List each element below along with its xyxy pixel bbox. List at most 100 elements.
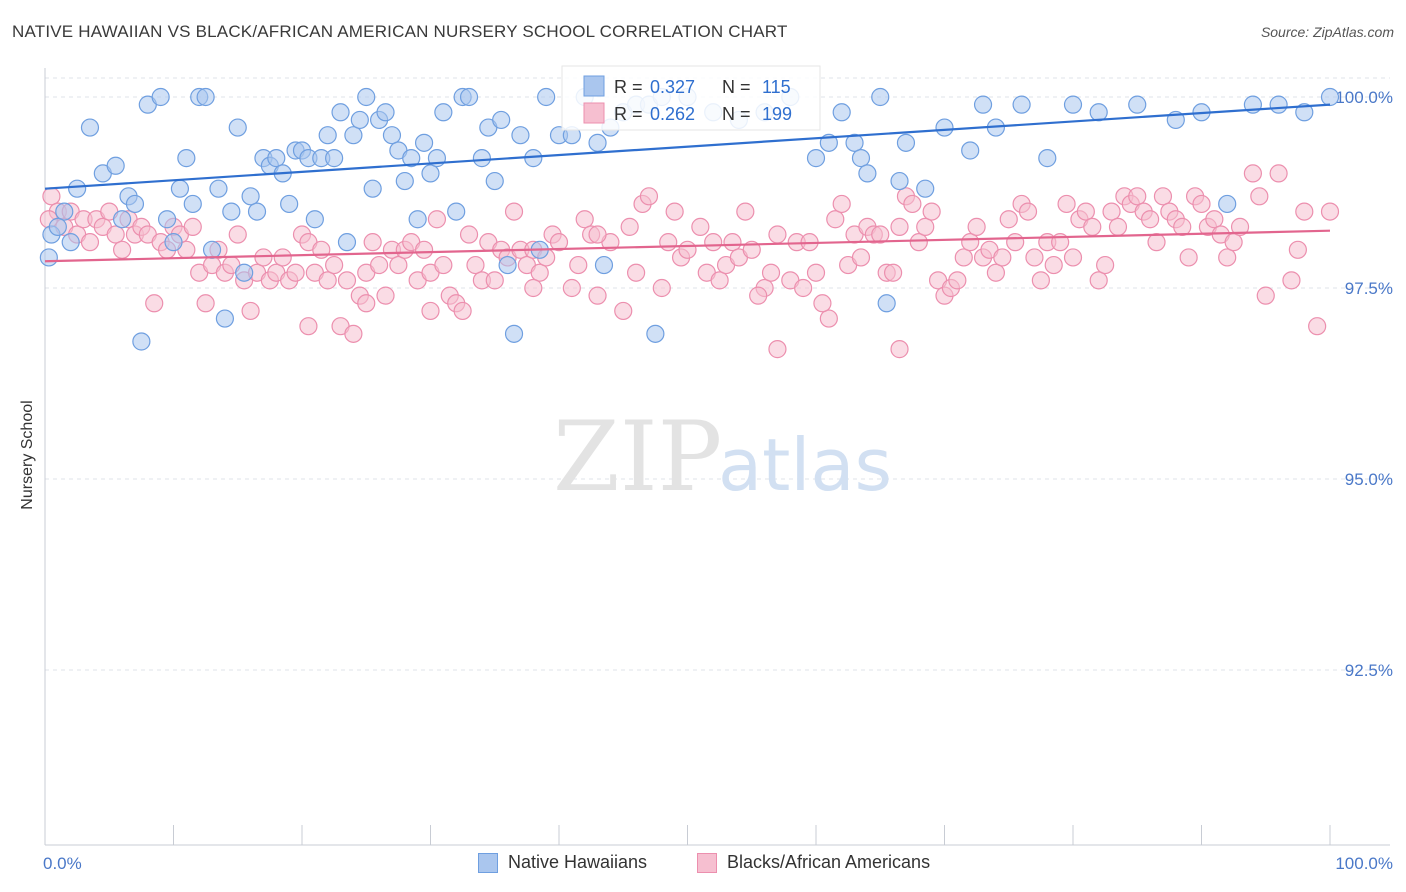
data-point-native-hawaiians [1038,149,1057,168]
watermark: ZIP atlas [553,401,892,513]
data-point-blacks-african-americans [1295,202,1314,221]
bottom-legend: Native Hawaiians Blacks/African American… [0,852,1406,878]
data-point-blacks-african-americans [890,217,909,236]
data-point-blacks-african-americans [389,255,408,275]
data-point-blacks-african-americans [1256,286,1275,305]
data-point-blacks-african-americans [562,278,581,298]
data-point-blacks-african-americans [691,217,710,236]
data-point-native-hawaiians [209,179,228,198]
data-point-blacks-african-americans [196,294,215,313]
data-point-native-hawaiians [871,87,890,107]
data-point-blacks-african-americans [1140,210,1160,229]
data-point-blacks-african-americans [325,255,344,275]
data-point-blacks-african-americans [588,286,607,305]
data-point-native-hawaiians [215,309,234,328]
data-point-native-hawaiians [80,118,100,137]
data-point-blacks-african-americans [466,255,485,275]
data-point-blacks-african-americans [1076,202,1095,221]
data-point-blacks-african-americans [1089,271,1108,290]
data-point-blacks-african-americans [1205,210,1224,229]
trend-line-blacks-african-americans [44,229,1331,263]
data-point-blacks-african-americans [588,225,607,244]
data-point-native-hawaiians [588,133,607,152]
data-point-native-hawaiians [151,87,170,107]
data-point-blacks-african-americans [813,294,832,313]
legend-label-blacks-african-americans: Blacks/African Americans [727,852,931,872]
data-point-native-hawaiians [39,248,58,267]
data-point-native-hawaiians [1218,194,1237,214]
stats-n-label-pink: N = [722,104,751,124]
data-point-native-hawaiians [402,149,421,168]
data-point-blacks-african-americans [1063,248,1083,267]
data-point-native-hawaiians [459,87,479,107]
data-point-native-hawaiians [832,103,851,122]
data-point-native-hawaiians [594,255,614,275]
data-point-blacks-african-americans [318,271,337,290]
data-point-blacks-african-americans [954,248,973,267]
data-point-blacks-african-americans [665,202,684,221]
chart-source: Source: ZipAtlas.com [1260,24,1394,40]
data-point-native-hawaiians [414,133,434,152]
data-point-native-hawaiians [421,164,440,183]
data-point-native-hawaiians [472,149,491,168]
data-point-blacks-african-americans [376,286,395,305]
data-point-blacks-african-americans [639,187,659,206]
data-point-blacks-african-americans [1288,240,1307,259]
data-point-blacks-african-americans [871,225,890,244]
data-point-native-hawaiians [498,255,517,275]
data-point-native-hawaiians [280,194,299,214]
data-point-blacks-african-americans [1282,271,1301,290]
data-point-native-hawaiians [434,103,453,122]
data-point-blacks-african-americans [1308,317,1327,336]
data-point-native-hawaiians [492,110,511,130]
data-point-native-hawaiians [344,126,363,145]
series-native-hawaiians [39,87,1340,351]
data-point-native-hawaiians [170,179,190,198]
data-point-blacks-african-americans [1218,248,1237,267]
stats-legend-box [561,65,821,131]
data-point-blacks-african-americans [1128,187,1147,206]
data-point-blacks-african-americans [549,233,569,252]
data-point-blacks-african-americans [504,202,524,221]
data-point-blacks-african-americans [370,255,389,275]
data-point-native-hawaiians [1089,103,1108,122]
data-point-blacks-african-americans [1102,202,1121,221]
data-point-blacks-african-americans [1044,255,1063,275]
stats-n-value-blue: 115 [762,77,791,97]
data-point-native-hawaiians [877,294,896,313]
data-point-blacks-african-americans [421,301,440,321]
data-point-blacks-african-americans [851,248,871,267]
data-point-blacks-african-americans [922,202,941,221]
data-point-native-hawaiians [851,149,871,168]
data-point-blacks-african-americans [337,271,357,290]
data-point-blacks-african-americans [1224,233,1243,252]
data-point-blacks-african-americans [485,271,504,290]
data-point-native-hawaiians [485,171,504,191]
legend-swatch-blue [478,852,498,873]
x-tick-label: 0.0% [43,854,82,873]
data-point-blacks-african-americans [1269,164,1288,183]
data-point-native-hawaiians [363,179,382,198]
data-point-blacks-african-americans [710,271,729,290]
data-point-native-hawaiians [247,202,267,221]
data-point-blacks-african-americans [614,301,633,321]
data-point-blacks-african-americans [909,233,928,252]
data-point-blacks-african-americans [1173,217,1192,236]
legend-item-blacks-african-americans[interactable]: Blacks/African Americans [697,852,930,873]
stats-legend-pink-swatch [583,102,605,124]
data-point-native-hawaiians [806,149,826,168]
data-point-blacks-african-americans [1243,164,1263,183]
legend-label-native-hawaiians: Native Hawaiians [508,852,648,872]
data-point-blacks-african-americans [286,263,305,282]
data-point-native-hawaiians [1012,95,1031,114]
data-point-blacks-african-americans [652,278,671,298]
data-point-native-hawaiians [267,149,286,168]
data-point-blacks-african-americans [357,294,376,313]
data-point-blacks-african-americans [678,240,697,259]
legend-item-native-hawaiians[interactable]: Native Hawaiians [478,852,647,873]
data-point-blacks-african-americans [819,309,838,328]
data-point-native-hawaiians [202,240,222,259]
data-point-blacks-african-americans [459,225,479,244]
data-point-native-hawaiians [961,141,980,160]
data-point-blacks-african-americans [916,217,935,236]
